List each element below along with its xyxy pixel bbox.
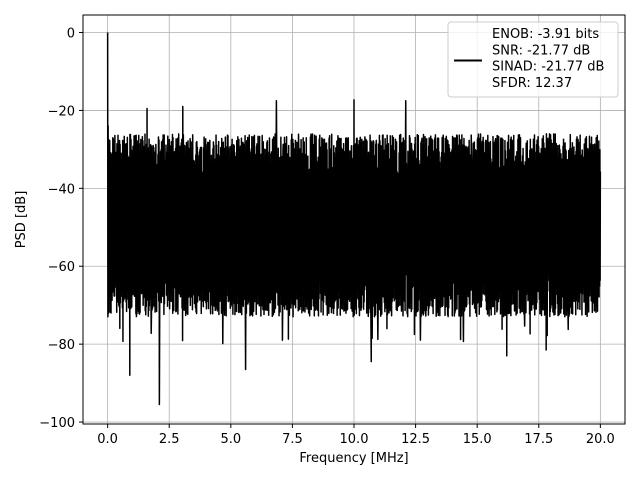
x-tick-label: 10.0 [340, 432, 369, 447]
y-tick-label: 0 [67, 27, 75, 42]
legend-entry-enob: ENOB: -3.91 bits [492, 27, 599, 42]
x-tick-label: 12.5 [401, 432, 430, 447]
x-axis-ticks: 0.0 2.5 5.0 7.5 10.0 12.5 15.0 17.5 20.0 [97, 424, 615, 447]
legend-entry-snr: SNR: -21.77 dB [492, 43, 590, 58]
y-tick-label: −60 [48, 260, 75, 275]
x-axis-label: Frequency [MHz] [299, 451, 408, 466]
y-tick-label: −20 [48, 104, 75, 119]
legend-box [447, 21, 619, 98]
y-axis-ticks: 0 −20 −40 −60 −80 −100 [39, 27, 83, 431]
legend-entry-sfdr: SFDR: 12.37 [492, 76, 572, 91]
x-tick-label: 7.5 [282, 432, 303, 447]
psd-series [106, 32, 602, 406]
x-tick-label: 5.0 [220, 432, 241, 447]
x-tick-label: 15.0 [463, 432, 492, 447]
x-tick-label: 17.5 [524, 432, 553, 447]
legend: ENOB: -3.91 bits SNR: -21.77 dB SINAD: -… [447, 21, 619, 98]
legend-entry-sinad: SINAD: -21.77 dB [492, 60, 604, 75]
x-tick-label: 0.0 [97, 432, 118, 447]
x-tick-label: 20.0 [586, 432, 615, 447]
y-axis-label: PSD [dB] [14, 191, 29, 249]
x-tick-label: 2.5 [159, 432, 180, 447]
y-tick-label: −80 [48, 338, 75, 353]
y-tick-label: −100 [39, 416, 75, 431]
psd-series-line [106, 32, 602, 406]
y-tick-label: −40 [48, 182, 75, 197]
